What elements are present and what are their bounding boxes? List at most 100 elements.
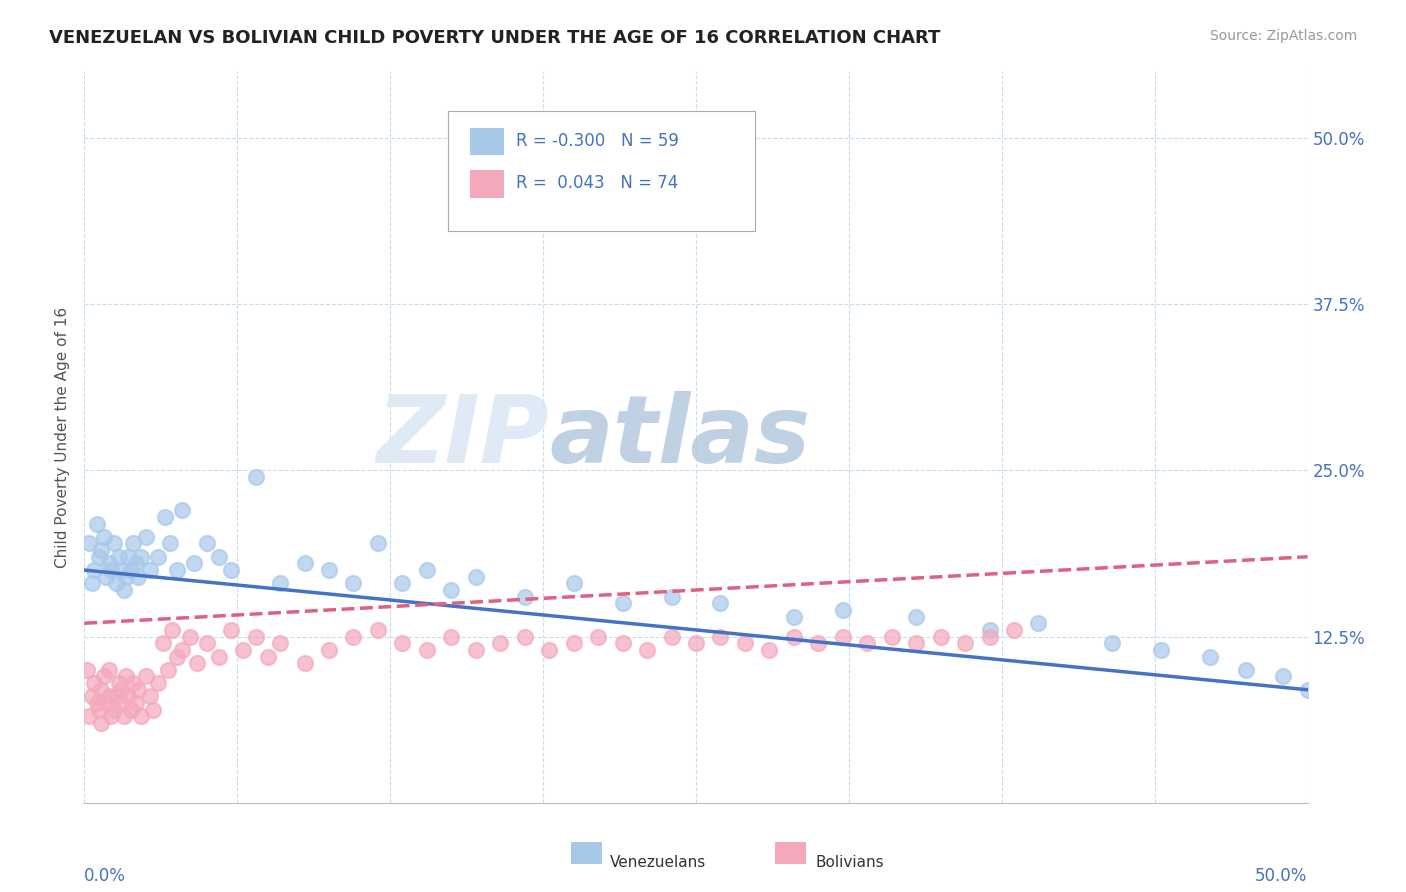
Point — [562, 636, 585, 650]
Point — [142, 703, 165, 717]
Bar — [470, 170, 503, 198]
Point — [129, 709, 152, 723]
Point — [156, 663, 179, 677]
Point — [93, 669, 115, 683]
Point — [172, 643, 194, 657]
Point — [758, 643, 780, 657]
Point — [1002, 623, 1025, 637]
Text: Venezuelans: Venezuelans — [610, 855, 707, 871]
Point — [367, 623, 389, 637]
Point — [1028, 616, 1050, 631]
Point — [195, 536, 218, 550]
Point — [87, 549, 110, 564]
Point — [125, 696, 148, 710]
Point — [110, 696, 132, 710]
Point — [146, 549, 169, 564]
Point — [172, 503, 194, 517]
Point — [159, 536, 181, 550]
Bar — [776, 842, 806, 864]
Point — [929, 630, 952, 644]
Point — [294, 656, 316, 670]
Point — [120, 563, 142, 577]
Bar — [470, 128, 503, 155]
Point — [1150, 643, 1173, 657]
Point — [117, 549, 139, 564]
Point — [367, 536, 389, 550]
Text: atlas: atlas — [550, 391, 810, 483]
Point — [416, 563, 439, 577]
Point — [152, 636, 174, 650]
Point — [135, 530, 157, 544]
Point — [562, 576, 585, 591]
Point — [1236, 663, 1258, 677]
Point — [880, 630, 903, 644]
Text: ZIP: ZIP — [377, 391, 550, 483]
Point — [636, 643, 658, 657]
Point — [183, 557, 205, 571]
Point — [107, 549, 129, 564]
Point — [513, 590, 536, 604]
Point — [97, 557, 120, 571]
Point — [208, 649, 231, 664]
Point — [245, 630, 267, 644]
Point — [709, 630, 731, 644]
Point — [139, 563, 162, 577]
Point — [112, 582, 135, 597]
Point — [127, 682, 149, 697]
Point — [1296, 682, 1319, 697]
Text: Source: ZipAtlas.com: Source: ZipAtlas.com — [1209, 29, 1357, 43]
Point — [464, 570, 486, 584]
Point — [120, 703, 142, 717]
Point — [110, 682, 132, 697]
Point — [979, 630, 1001, 644]
Point — [77, 709, 100, 723]
Point — [83, 676, 105, 690]
Point — [103, 536, 125, 550]
Point — [489, 636, 512, 650]
Point — [905, 609, 928, 624]
Point — [342, 630, 364, 644]
Point — [87, 703, 110, 717]
Point — [77, 536, 100, 550]
Point — [90, 543, 112, 558]
Point — [195, 636, 218, 650]
Point — [90, 716, 112, 731]
Y-axis label: Child Poverty Under the Age of 16: Child Poverty Under the Age of 16 — [55, 307, 70, 567]
Text: 0.0%: 0.0% — [84, 867, 127, 885]
Point — [612, 596, 634, 610]
FancyBboxPatch shape — [447, 111, 755, 231]
Point — [661, 590, 683, 604]
Point — [93, 530, 115, 544]
Text: R = -0.300   N = 59: R = -0.300 N = 59 — [516, 132, 679, 150]
Point — [83, 563, 105, 577]
Point — [440, 582, 463, 597]
Point — [105, 576, 128, 591]
Point — [208, 549, 231, 564]
Point — [709, 596, 731, 610]
Point — [115, 570, 138, 584]
Point — [586, 630, 609, 644]
Point — [807, 636, 830, 650]
Point — [464, 643, 486, 657]
Point — [100, 709, 122, 723]
Text: Bolivians: Bolivians — [815, 855, 884, 871]
Point — [107, 676, 129, 690]
Point — [103, 703, 125, 717]
Text: R =  0.043   N = 74: R = 0.043 N = 74 — [516, 174, 679, 193]
Point — [294, 557, 316, 571]
Point — [1101, 636, 1123, 650]
Point — [318, 563, 340, 577]
Point — [97, 690, 120, 704]
Point — [166, 649, 188, 664]
Point — [125, 557, 148, 571]
Point — [661, 630, 683, 644]
Point — [685, 636, 707, 650]
Point — [513, 630, 536, 644]
Point — [105, 690, 128, 704]
Point — [734, 636, 756, 650]
Point — [86, 696, 108, 710]
Point — [831, 603, 853, 617]
Bar — [571, 842, 602, 864]
Point — [538, 643, 561, 657]
Point — [905, 636, 928, 650]
